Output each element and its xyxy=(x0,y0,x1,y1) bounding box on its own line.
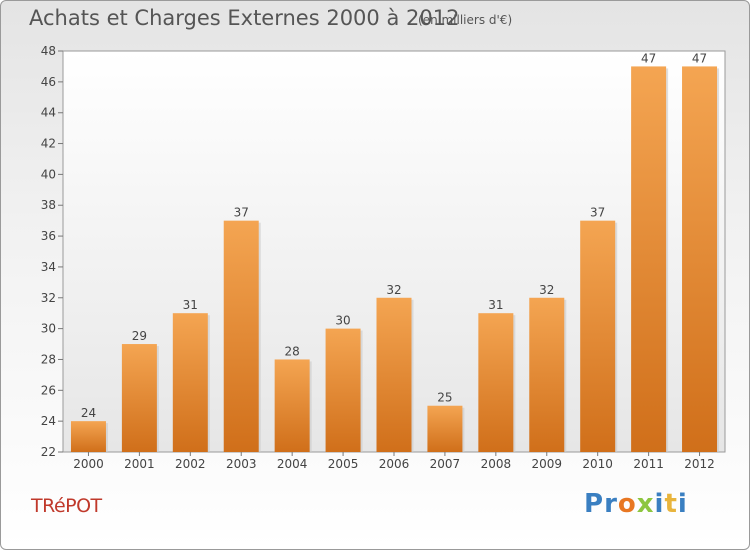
bar xyxy=(172,313,208,452)
data-label: 25 xyxy=(437,391,452,405)
data-label: 31 xyxy=(183,298,198,312)
logo-letter: r xyxy=(604,489,618,519)
x-tick-label: 2011 xyxy=(633,457,664,471)
data-label: 32 xyxy=(386,283,401,297)
x-tick-label: 2001 xyxy=(124,457,155,471)
logo-letter: i xyxy=(677,489,688,519)
y-tick-label: 36 xyxy=(41,229,56,243)
logo-letter: t xyxy=(664,489,678,519)
y-tick-label: 34 xyxy=(41,260,56,274)
y-tick-label: 38 xyxy=(41,198,56,212)
x-tick-label: 2005 xyxy=(328,457,359,471)
y-tick-label: 30 xyxy=(41,322,56,336)
bar xyxy=(274,359,310,452)
bar xyxy=(121,344,157,452)
y-tick-label: 26 xyxy=(41,383,56,397)
x-tick-label: 2009 xyxy=(531,457,562,471)
bar xyxy=(478,313,514,452)
bar xyxy=(325,328,361,452)
y-tick-label: 22 xyxy=(41,445,56,459)
bar xyxy=(580,220,616,452)
y-tick-label: 24 xyxy=(41,414,56,428)
logo-letter: i xyxy=(654,489,665,519)
x-tick-label: 2010 xyxy=(582,457,613,471)
logo-letter: P xyxy=(584,489,605,519)
commune-name: TRéPOT xyxy=(31,495,102,517)
bar xyxy=(682,66,718,452)
data-label: 31 xyxy=(488,298,503,312)
y-tick-label: 40 xyxy=(41,167,56,181)
data-label: 47 xyxy=(692,51,707,65)
data-label: 28 xyxy=(285,344,300,358)
x-tick-label: 2003 xyxy=(226,457,257,471)
data-label: 30 xyxy=(335,314,350,328)
bar xyxy=(376,297,412,452)
y-tick-label: 46 xyxy=(41,75,56,89)
data-label: 47 xyxy=(641,51,656,65)
y-tick-label: 48 xyxy=(41,44,56,58)
y-tick-label: 32 xyxy=(41,291,56,305)
x-tick-label: 2008 xyxy=(481,457,512,471)
logo-letter: o xyxy=(617,489,637,519)
x-tick-label: 2000 xyxy=(73,457,104,471)
data-label: 29 xyxy=(132,329,147,343)
bar xyxy=(427,405,463,452)
data-label: 37 xyxy=(234,206,249,220)
proxiti-logo: Proxiti xyxy=(584,489,688,519)
bar xyxy=(70,421,106,452)
x-tick-label: 2007 xyxy=(430,457,461,471)
bar xyxy=(631,66,667,452)
bar xyxy=(223,220,259,452)
y-tick-label: 42 xyxy=(41,137,56,151)
x-tick-label: 2006 xyxy=(379,457,410,471)
x-tick-label: 2012 xyxy=(684,457,715,471)
bar xyxy=(529,297,565,452)
chart-title: Achats et Charges Externes 2000 à 2012 xyxy=(29,6,460,30)
x-tick-label: 2002 xyxy=(175,457,206,471)
data-label: 32 xyxy=(539,283,554,297)
data-label: 24 xyxy=(81,406,96,420)
data-label: 37 xyxy=(590,206,605,220)
logo-letter: x xyxy=(636,489,655,519)
x-tick-label: 2004 xyxy=(277,457,308,471)
y-tick-label: 44 xyxy=(41,106,56,120)
chart-unit: (en milliers d'€) xyxy=(418,13,513,27)
y-tick-label: 28 xyxy=(41,352,56,366)
